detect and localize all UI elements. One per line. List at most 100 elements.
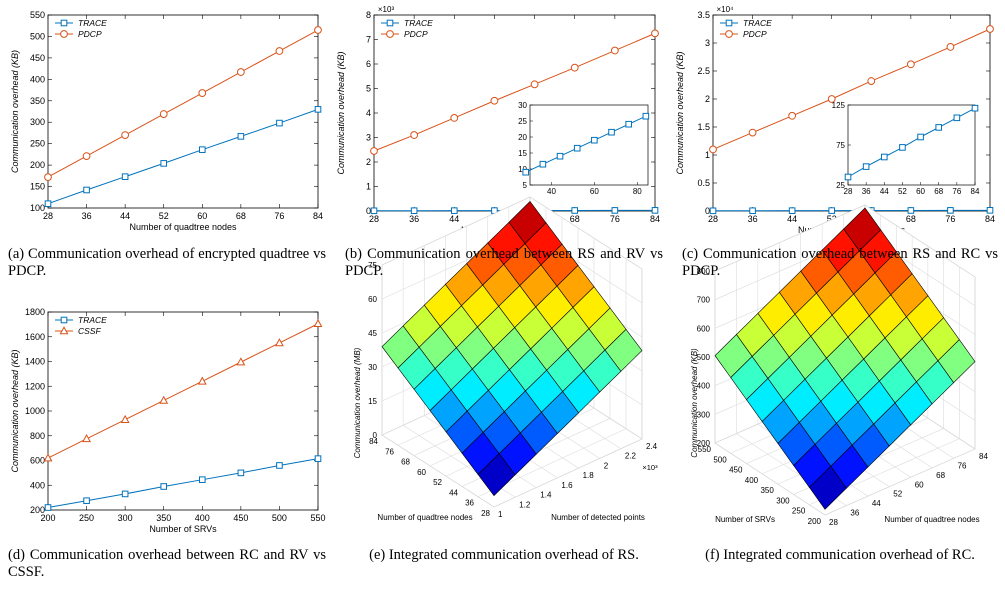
caption-text: Integrated communication overhead of RC. (723, 547, 975, 563)
y-tick-label: 250 (30, 139, 45, 149)
y-tick-label: 3 (705, 38, 710, 48)
data-point (83, 186, 90, 194)
z-grid (381, 196, 531, 266)
x-tick-label: 84 (369, 437, 378, 446)
data-point (917, 133, 924, 141)
data-point (59, 326, 69, 335)
data-point (748, 128, 757, 137)
data-point (899, 144, 906, 151)
series-line-pdcp (47, 29, 319, 178)
inset-y-tick-label: 125 (832, 101, 846, 110)
data-point (198, 89, 207, 97)
inset-y-tick-label: 5 (523, 181, 528, 190)
data-point (450, 114, 459, 122)
x-tick-label: 28 (708, 214, 718, 224)
x-tick-label: 36 (748, 214, 758, 224)
axis-multiplier: ×10³ (378, 5, 395, 14)
caption-text: Communication overhead of encrypted quad… (8, 246, 327, 279)
legend-label: TRACE (404, 18, 433, 28)
x-tick-label: 28 (43, 211, 53, 221)
inset-y-tick-label: 25 (836, 181, 845, 190)
y-tick-label: 6 (366, 59, 371, 69)
caption-label: (f) (705, 547, 720, 563)
y-axis-label: Communication overhead (KB) (10, 50, 20, 173)
data-point (907, 207, 915, 214)
data-point (625, 120, 632, 128)
z-grid (714, 204, 866, 272)
y-tick-label: 7 (366, 35, 371, 45)
inset-x-tick-label: 84 (971, 187, 980, 196)
data-point (725, 19, 733, 27)
caption-text: Communication overhead between RS and RC… (682, 246, 998, 279)
data-point (313, 318, 323, 328)
z-tick-label: 30 (368, 363, 377, 372)
z-tick-label: 700 (697, 296, 711, 305)
x-tick-label: 44 (787, 214, 797, 224)
data-point (867, 77, 876, 85)
floor-grid (714, 442, 826, 516)
x-tick-label: 300 (776, 496, 790, 505)
data-point (530, 80, 539, 89)
inset-y-tick-label: 15 (518, 149, 527, 158)
data-point (725, 30, 733, 38)
y-tick-label: 1600 (25, 332, 45, 342)
data-point (410, 131, 419, 139)
x-axis-label: Number of quadtree nodes (129, 222, 237, 232)
series-line-pdcp (712, 28, 991, 150)
y-axis-label: Number of detected points (551, 513, 645, 522)
y-tick-label: 84 (979, 452, 988, 461)
legend-label: PDCP (78, 29, 102, 39)
y-tick-label: 800 (30, 431, 45, 441)
x-tick-label: 44 (449, 214, 459, 224)
chart-f: 2003004005006007008002002503003504004505… (690, 204, 988, 527)
data-point (935, 124, 943, 131)
y-tick-label: 2.2 (625, 452, 637, 461)
data-point (986, 207, 994, 214)
y-tick-label: 1800 (25, 307, 45, 317)
z-tick-label: 400 (697, 382, 711, 391)
z-tick-label: 75 (368, 261, 377, 270)
data-point (522, 168, 530, 176)
data-point (44, 504, 52, 511)
data-point (651, 29, 659, 38)
inset-x-tick-label: 68 (934, 187, 943, 196)
inset-y-tick-label: 20 (518, 133, 527, 142)
legend-label: TRACE (78, 315, 107, 325)
data-point (82, 433, 92, 443)
surface-cell (714, 334, 753, 378)
y-tick-label: 36 (850, 509, 859, 518)
caption-label: (a) (8, 246, 25, 262)
y-tick-label: 1.2 (519, 500, 531, 509)
inset-x-tick-label: 40 (547, 187, 556, 196)
surface-cell (381, 325, 420, 369)
x-tick-label: 200 (808, 517, 822, 526)
x-tick-label: 36 (409, 214, 419, 224)
inset-x-tick-label: 52 (898, 187, 907, 196)
data-point (386, 30, 394, 38)
data-point (60, 30, 68, 38)
y-tick-label: 350 (30, 96, 45, 106)
x-tick-label: 250 (792, 507, 806, 516)
y-tick-label: 8 (366, 10, 371, 20)
chart-e: 0 15 30 45 60 75 28 36 44 52 60 68 76 84 1 1.2 1.4 1.6 1.8… (353, 196, 658, 522)
x-tick-label: 300 (118, 513, 133, 523)
x-tick-label: 68 (570, 214, 580, 224)
x-tick-label: 84 (650, 214, 660, 224)
series-line-trace (47, 108, 319, 205)
inset-x-tick-label: 44 (880, 187, 889, 196)
inset-y-tick-label: 25 (518, 117, 527, 126)
x-tick-label: 400 (745, 476, 759, 485)
x-tick-label: 60 (197, 211, 207, 221)
y-tick-label: 2.5 (697, 66, 710, 76)
caption-label: (c) (682, 246, 699, 262)
legend-label: TRACE (78, 18, 107, 28)
y-tick-label: 2.4 (646, 442, 658, 451)
inset-x-tick-label: 60 (590, 187, 599, 196)
data-point (314, 26, 322, 34)
data-point (370, 147, 378, 155)
x-tick-label: 550 (310, 513, 325, 523)
data-point (906, 60, 915, 69)
data-point (573, 144, 581, 152)
data-point (160, 483, 168, 490)
